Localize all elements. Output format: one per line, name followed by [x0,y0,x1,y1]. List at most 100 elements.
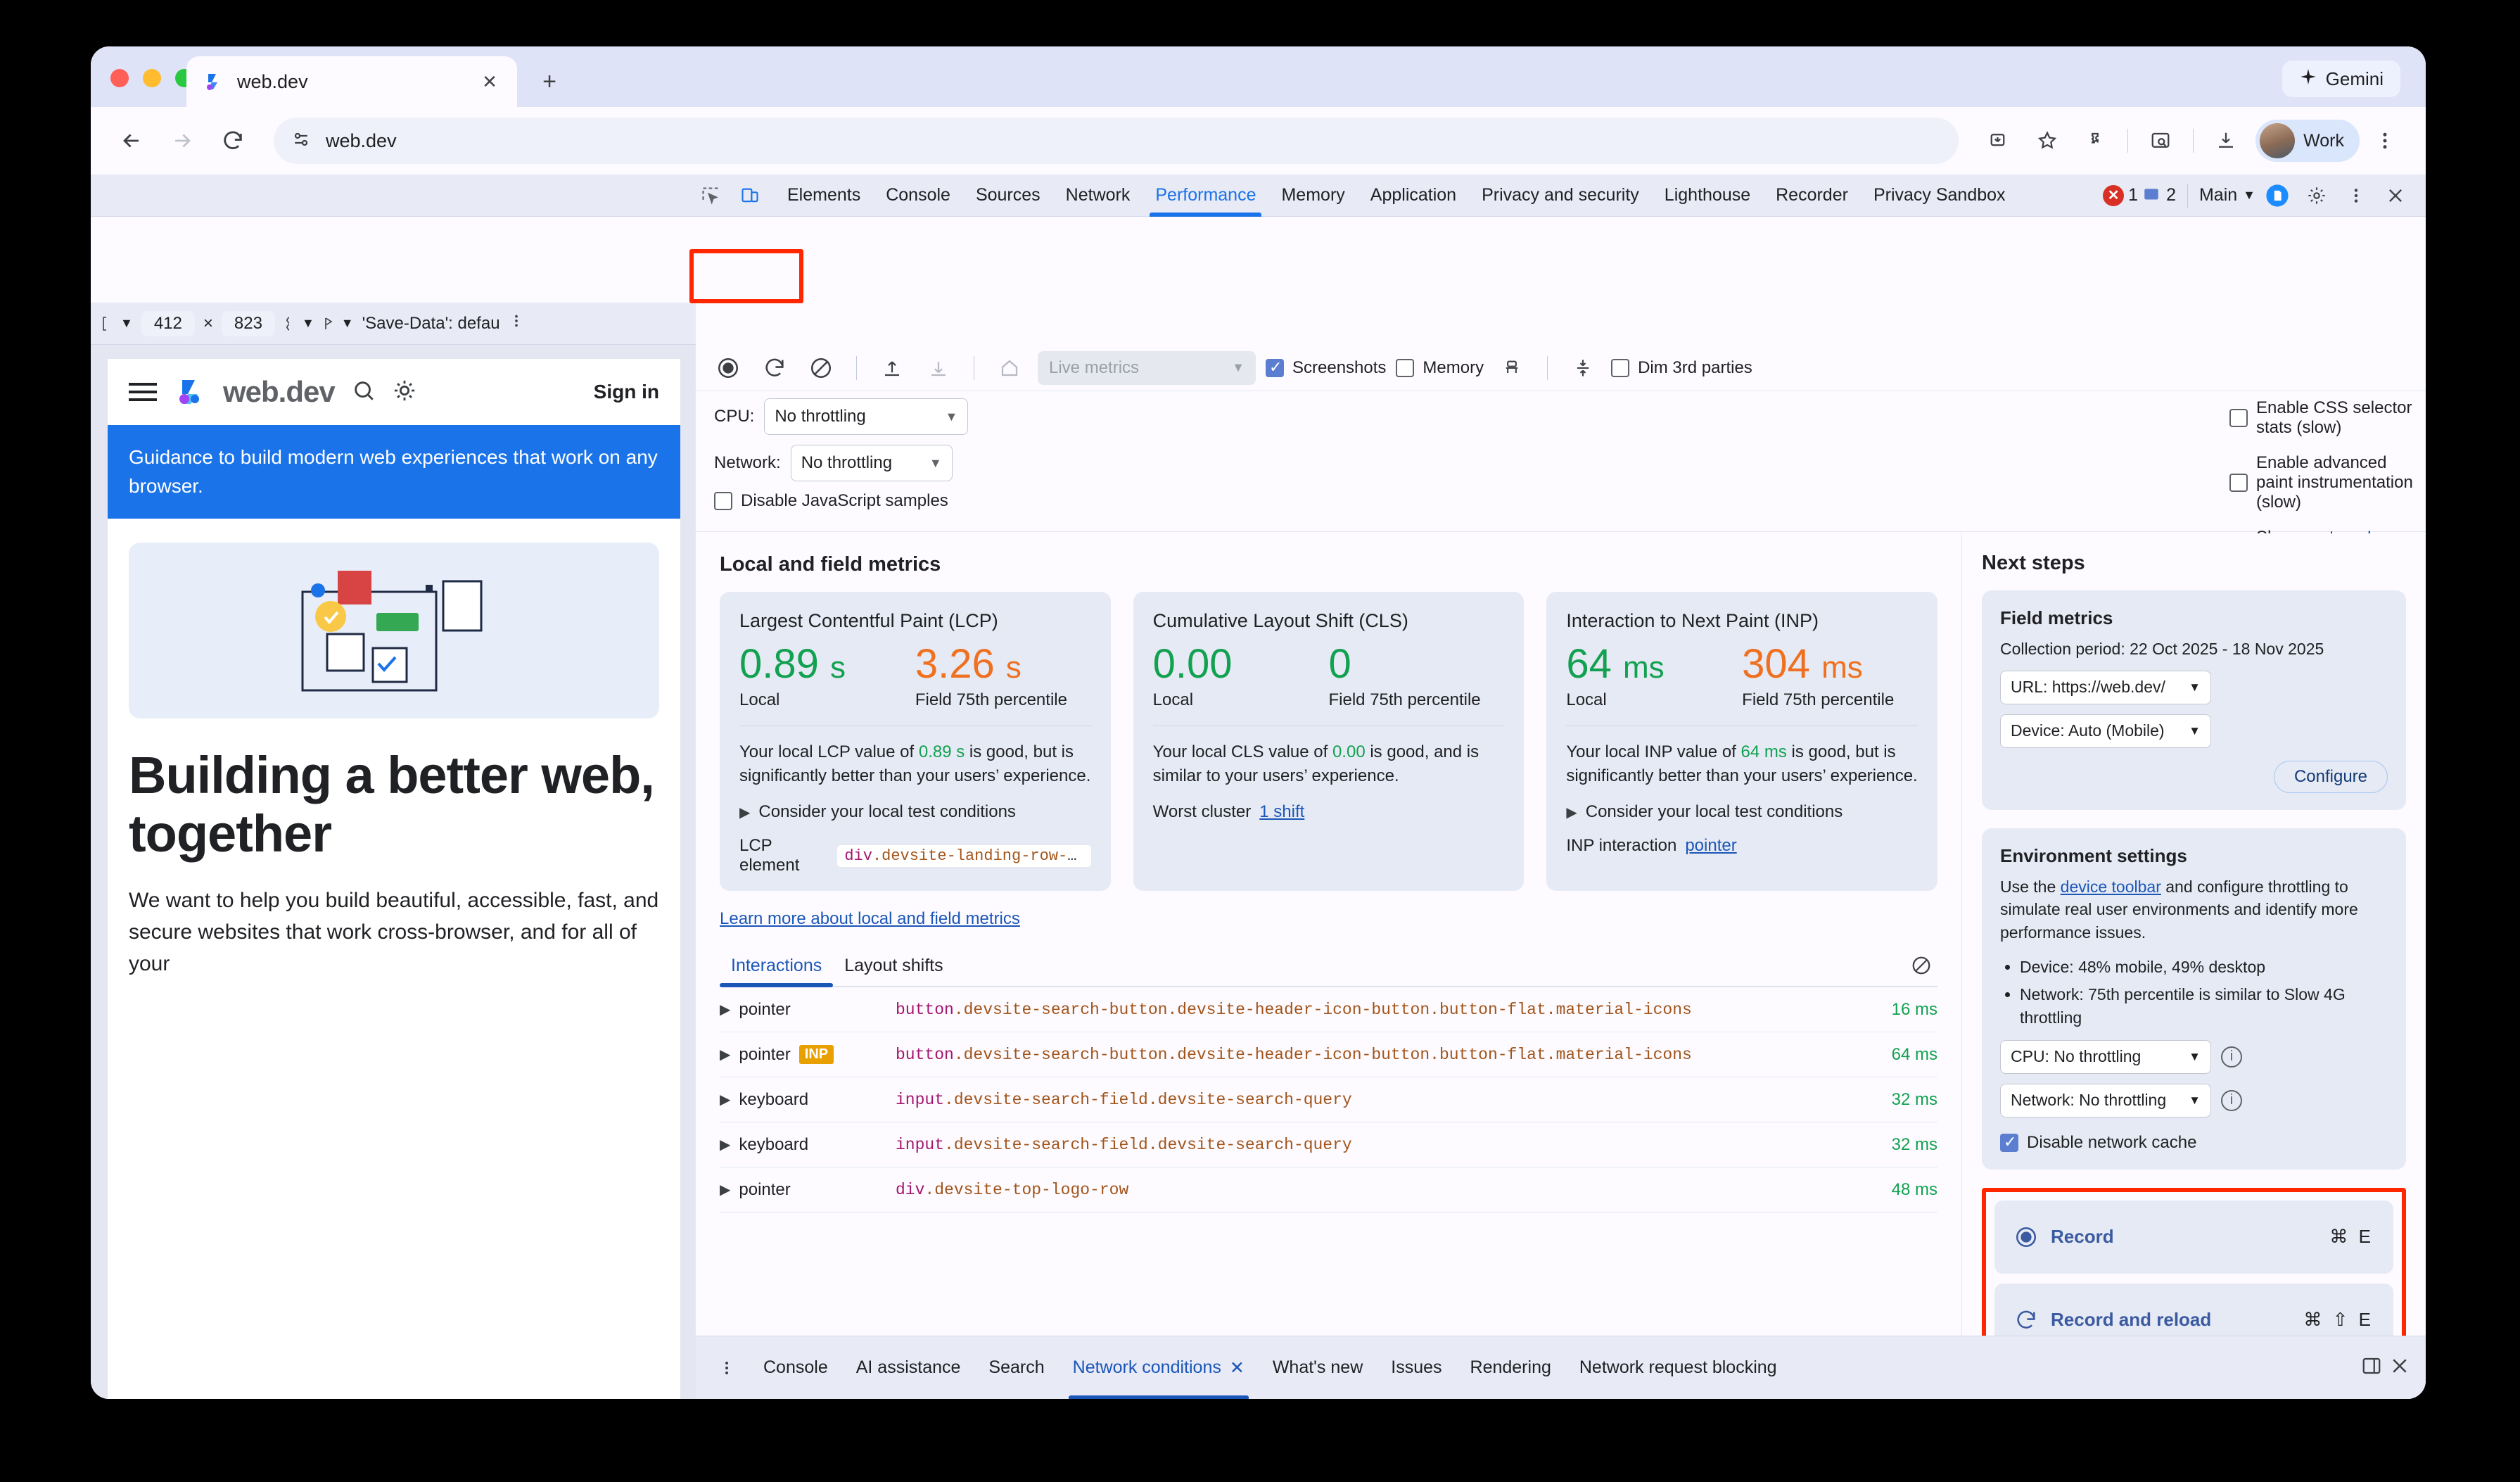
tab-search-icon[interactable] [2138,118,2183,163]
devtools-tab-performance[interactable]: Performance [1143,175,1268,217]
search-icon[interactable] [352,379,376,406]
devtools-tab-recorder[interactable]: Recorder [1776,185,1848,205]
collapse-expand-icon[interactable] [1565,350,1601,386]
cpu-throttle-select[interactable]: No throttling ▼ [764,398,969,435]
devtools-tab-application[interactable]: Application [1370,185,1457,205]
triangle-right-icon[interactable]: ▶ [720,1092,731,1108]
table-row[interactable]: ▶ pointer div.devsite-top-logo-row 48 ms [720,1167,1937,1213]
install-app-icon[interactable] [1977,118,2022,163]
minimize-window-button[interactable] [143,69,161,87]
triangle-right-icon[interactable]: ▶ [720,1047,731,1063]
new-tab-button[interactable]: + [542,68,556,95]
omnibox[interactable]: web.dev [274,118,1959,164]
context-selector[interactable]: Main ▼ [2199,185,2255,205]
drawer-tab-ai-assistance[interactable]: AI assistance [855,1357,961,1377]
clear-interactions-icon[interactable] [1911,955,1937,980]
local-conditions-expander[interactable]: ▶ Consider your local test conditions [739,802,1091,822]
error-count-badge[interactable]: ✕ 1 [2103,184,2138,206]
downloads-icon[interactable] [2203,118,2248,163]
device-height-input[interactable]: 823 [221,310,275,336]
worst-cluster-link[interactable]: 1 shift [1259,802,1305,822]
bookmark-star-icon[interactable] [2025,118,2070,163]
devtools-tab-elements[interactable]: Elements [787,185,861,205]
gear-icon[interactable] [2299,179,2334,212]
theme-toggle-icon[interactable] [393,379,416,406]
info-icon[interactable]: i [2221,1089,2242,1111]
triangle-right-icon[interactable]: ▶ [720,1137,731,1153]
gemini-button[interactable]: Gemini [2282,61,2400,97]
device-toolbar-toggle-icon[interactable] [732,179,768,212]
back-button[interactable] [109,118,154,163]
message-count-badge[interactable]: 2 [2142,185,2176,205]
drawer-tab-network-conditions[interactable]: Network conditions ✕ [1059,1336,1259,1399]
info-icon[interactable]: i [2221,1046,2242,1068]
table-row[interactable]: ▶ pointer INP button.devsite-search-butt… [720,1032,1937,1078]
drawer-tab-rendering[interactable]: Rendering [1470,1357,1551,1377]
disable-network-cache-checkbox[interactable]: Disable network cache [2000,1133,2388,1153]
disable-js-samples-checkbox[interactable]: Disable JavaScript samples [714,491,968,511]
sidebar-cpu-select[interactable]: CPU: No throttling ▼ [2000,1039,2211,1074]
clear-recording-button[interactable] [803,350,839,386]
drawer-tab-network-request-blocking[interactable]: Network request blocking [1579,1357,1777,1377]
record-button[interactable] [710,350,746,386]
local-conditions-expander[interactable]: ▶ Consider your local test conditions [1566,802,1918,822]
table-row[interactable]: ▶ keyboard input.devsite-search-field.de… [720,1122,1937,1168]
screenshots-checkbox[interactable]: Screenshots [1266,358,1386,378]
garbage-collect-icon[interactable] [1494,350,1530,386]
tab-layout-shifts[interactable]: Layout shifts [844,956,943,976]
sign-in-link[interactable]: Sign in [593,381,659,403]
advanced-paint-checkbox[interactable]: Enable advanced paint instrumentation (s… [2229,453,2426,512]
drawer-menu-icon[interactable] [704,1336,749,1400]
tab-interactions[interactable]: Interactions [720,949,834,988]
home-icon[interactable] [991,350,1028,386]
dim-third-parties-checkbox[interactable]: Dim 3rd parties [1611,358,1752,378]
devtools-tab-privacy-sandbox[interactable]: Privacy Sandbox [1873,185,2006,205]
device-select[interactable]: Device: Auto (Mobile) ▼ [2000,714,2211,748]
close-devtools-icon[interactable] [2378,179,2413,212]
devtools-tab-memory[interactable]: Memory [1281,185,1345,205]
learn-more-metrics-link[interactable]: Learn more about local and field metrics [720,909,1020,929]
drawer-tab-whats-new[interactable]: What's new [1272,1357,1363,1377]
browser-tab[interactable]: web.dev ✕ [186,56,517,107]
inspect-element-icon[interactable] [693,179,728,212]
load-profile-icon[interactable] [874,350,910,386]
close-window-button[interactable] [110,69,129,87]
drawer-tab-search[interactable]: Search [988,1357,1045,1377]
devtools-tab-console[interactable]: Console [886,185,950,205]
browser-menu-icon[interactable] [2362,118,2407,163]
throttling-selector[interactable]: ▼ [323,316,354,331]
forward-button[interactable] [160,118,205,163]
sidebar-record-button[interactable]: Record ⌘ E [1994,1200,2393,1274]
live-metrics-selector[interactable]: Live metrics ▼ [1038,350,1256,385]
drawer-tab-issues[interactable]: Issues [1391,1357,1442,1377]
close-tab-button[interactable]: ✕ [482,70,497,92]
save-profile-icon[interactable] [920,350,957,386]
css-selector-stats-checkbox[interactable]: Enable CSS selector stats (slow) [2229,398,2426,438]
devtools-menu-icon[interactable] [2338,179,2374,212]
close-drawer-icon[interactable] [2389,1355,2410,1380]
devtools-tab-privacy-and-security[interactable]: Privacy and security [1482,185,1639,205]
memory-checkbox[interactable]: Memory [1396,358,1484,378]
network-throttle-select[interactable]: No throttling ▼ [790,445,953,481]
device-width-input[interactable]: 412 [141,310,195,336]
lcp-element-chip[interactable]: div.devsite-landing-row-ite… [837,844,1091,867]
device-toolbar-link[interactable]: device toolbar [2060,877,2161,896]
drawer-tab-console[interactable]: Console [763,1357,828,1377]
sidebar-record-and-reload-button[interactable]: Record and reload ⌘ ⇧ E [1994,1283,2393,1336]
inp-interaction-link[interactable]: pointer [1685,836,1737,856]
sidebar-network-select[interactable]: Network: No throttling ▼ [2000,1083,2211,1117]
table-row[interactable]: ▶ pointer button.devsite-search-button.d… [720,987,1937,1033]
url-select[interactable]: URL: https://web.dev/ ▼ [2000,670,2211,704]
device-preset-selector[interactable]: ▼ [101,315,133,332]
device-toolbar-menu-icon[interactable] [509,312,524,335]
site-settings-icon[interactable] [291,129,312,153]
configure-button[interactable]: Configure [2273,760,2388,793]
triangle-right-icon[interactable]: ▶ [720,1002,731,1018]
dock-panel-icon[interactable] [2361,1355,2382,1380]
devtools-tab-lighthouse[interactable]: Lighthouse [1664,185,1751,205]
profile-button[interactable]: Work [2255,120,2360,162]
devtools-tab-sources[interactable]: Sources [975,185,1041,205]
record-and-reload-button[interactable] [756,350,793,386]
triangle-right-icon[interactable]: ▶ [720,1182,731,1198]
devtools-tab-network[interactable]: Network [1065,185,1131,205]
